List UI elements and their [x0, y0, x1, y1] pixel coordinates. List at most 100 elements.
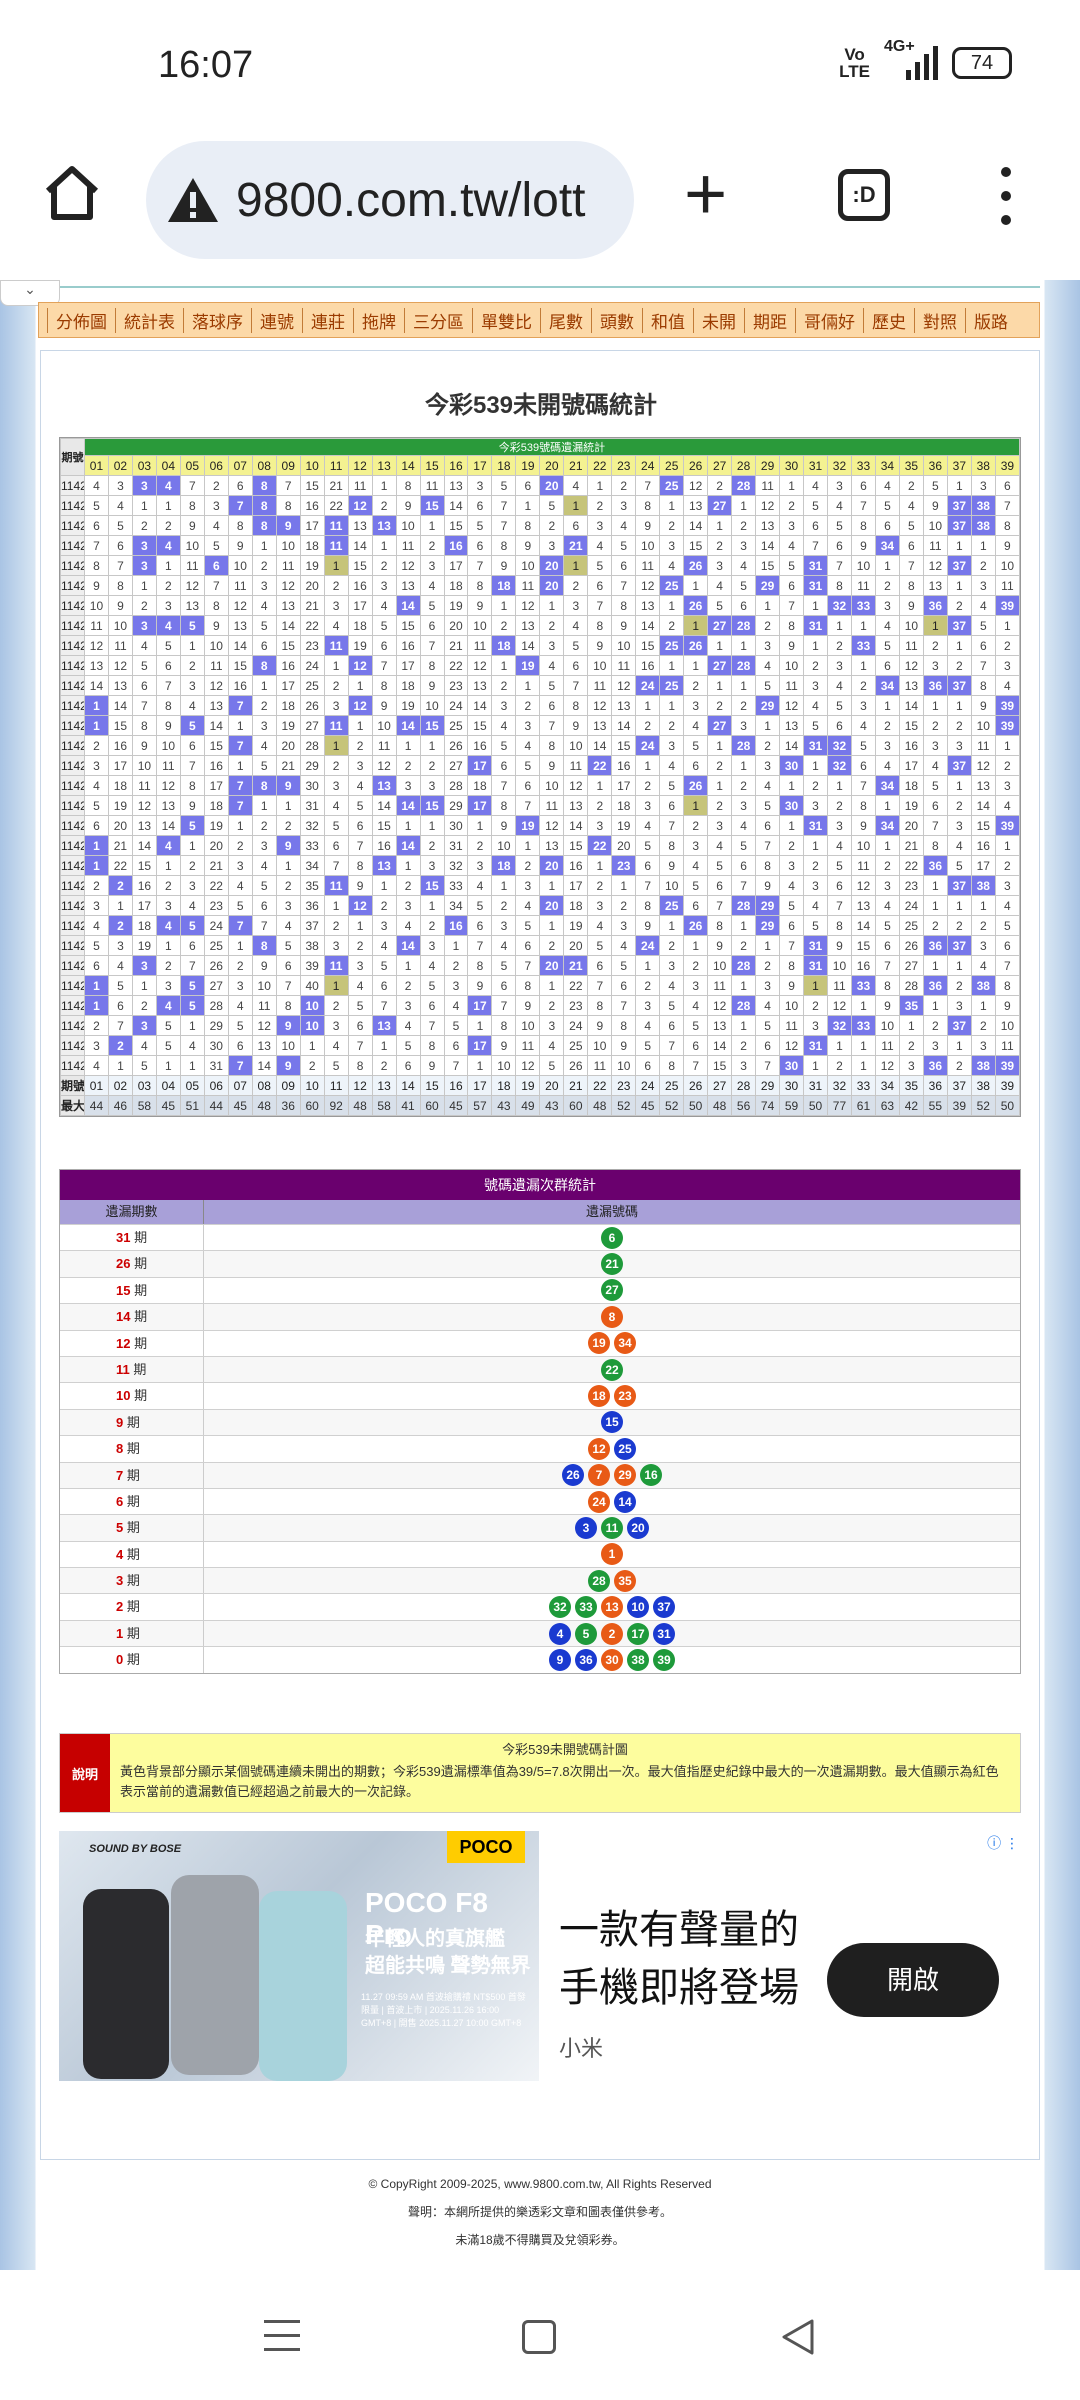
nav-item[interactable]: 頭數	[591, 307, 642, 333]
miss-cell: 1	[683, 615, 709, 636]
warning-icon[interactable]	[166, 175, 220, 225]
tab-switcher-button[interactable]: :D	[838, 169, 890, 221]
miss-cell: 13	[131, 815, 157, 836]
miss-cell: 25	[898, 915, 924, 936]
miss-cell: 15	[467, 715, 493, 736]
nav-item[interactable]: 期距	[744, 307, 795, 333]
miss-cell: 4	[659, 555, 685, 576]
new-tab-icon[interactable]: +	[684, 152, 728, 235]
miss-cell: 2	[395, 975, 421, 996]
miss-cell: 3	[755, 635, 781, 656]
home-nav-icon[interactable]	[522, 2320, 556, 2354]
miss-cell: 4	[323, 795, 349, 816]
miss-cell: 6	[683, 755, 709, 776]
column-number: 39	[994, 1075, 1021, 1096]
nav-item[interactable]: 統計表	[115, 307, 183, 333]
ad-image[interactable]: SOUND BY BOSE POCO POCO F8 Pro 年輕人的真旗艦 超能…	[59, 1831, 539, 2081]
period-cell: 114261	[60, 575, 85, 596]
nav-item[interactable]: 哥倆好	[795, 307, 863, 333]
nav-item[interactable]: 版路	[965, 307, 1016, 333]
miss-cell: 15	[898, 715, 924, 736]
column-number: 15	[419, 455, 445, 476]
back-icon[interactable]	[780, 2318, 816, 2356]
nav-item[interactable]: 對照	[914, 307, 965, 333]
miss-cell: 33	[850, 975, 876, 996]
miss-cell: 7	[227, 1055, 253, 1076]
table-row: 1142586522948891711131310115578263492141…	[60, 515, 1021, 536]
miss-cell: 6	[994, 935, 1021, 956]
miss-cell: 6	[827, 535, 852, 556]
miss-cell: 11	[635, 555, 661, 576]
miss-cell: 2	[659, 615, 685, 636]
miss-cell: 8	[707, 915, 733, 936]
miss-cell: 5	[587, 935, 613, 956]
miss-cell: 25	[659, 575, 685, 596]
miss-cell: 1	[155, 1055, 181, 1076]
miss-cell: 15	[419, 715, 445, 736]
advertisement[interactable]: SOUND BY BOSE POCO POCO F8 Pro 年輕人的真旗艦 超能…	[59, 1831, 1021, 2093]
nav-item[interactable]: 拖牌	[353, 307, 404, 333]
miss-cell: 8	[611, 595, 637, 616]
miss-cell: 3	[898, 1055, 924, 1076]
miss-cell: 9	[467, 595, 493, 616]
miss-cell: 25	[659, 675, 685, 696]
miss-cell: 11	[779, 1015, 805, 1036]
chevron-down-icon[interactable]: ⌄	[0, 280, 60, 306]
miss-cell: 2	[922, 715, 948, 736]
miss-cell: 14	[395, 595, 421, 616]
miss-cell: 8	[515, 975, 541, 996]
home-icon[interactable]	[40, 161, 104, 225]
miss-cell: 38	[970, 495, 996, 516]
miss-cell: 15	[395, 615, 421, 636]
miss-cell: 3	[419, 775, 445, 796]
miss-cell: 2	[611, 895, 637, 916]
miss-cell: 1	[83, 855, 109, 876]
nav-item[interactable]: 歷史	[863, 307, 914, 333]
miss-cell: 10	[83, 595, 109, 616]
ad-open-button[interactable]: 開啟	[827, 1943, 999, 2017]
nav-item[interactable]: 尾數	[540, 307, 591, 333]
nav-item[interactable]: 單雙比	[472, 307, 540, 333]
nav-item[interactable]: 落球序	[183, 307, 251, 333]
nav-item[interactable]: 連莊	[302, 307, 353, 333]
miss-cell: 1	[803, 835, 828, 856]
address-bar[interactable]: 9800.com.tw/lott	[146, 141, 634, 259]
miss-cell: 7	[347, 835, 373, 856]
more-menu-icon[interactable]	[1000, 167, 1012, 227]
recent-apps-icon[interactable]	[264, 2320, 300, 2356]
column-number: 11	[323, 1075, 349, 1096]
nav-item[interactable]: 分佈圖	[47, 307, 115, 333]
miss-cell: 2	[683, 675, 709, 696]
column-number: 13	[371, 1075, 397, 1096]
nav-item[interactable]: 和值	[642, 307, 693, 333]
ad-info-icon[interactable]: ⓘ ⋮	[987, 1835, 1019, 1851]
miss-cell: 9	[563, 715, 589, 736]
miss-cell: 5	[491, 735, 517, 756]
miss-cell: 7	[371, 655, 397, 676]
nav-item[interactable]: 連號	[251, 307, 302, 333]
column-number: 04	[155, 455, 181, 476]
miss-cell: 16	[347, 575, 373, 596]
miss-cell: 2	[683, 955, 709, 976]
number-ball: 10	[627, 1596, 649, 1619]
miss-cell: 8	[827, 575, 852, 596]
miss-cell: 17	[299, 515, 325, 536]
nav-item[interactable]: 三分區	[404, 307, 472, 333]
miss-cell: 2	[515, 855, 541, 876]
miss-cell: 5	[227, 1015, 253, 1036]
nav-item[interactable]: 未開	[693, 307, 744, 333]
miss-cell: 3	[419, 935, 445, 956]
miss-cell: 6	[731, 855, 757, 876]
miss-cell: 8	[251, 935, 277, 956]
miss-cell: 11	[323, 535, 349, 556]
miss-cell: 38	[299, 935, 325, 956]
miss-cell: 8	[994, 975, 1021, 996]
miss-cell: 2	[803, 775, 828, 796]
miss-cell: 6	[755, 1035, 781, 1056]
url-text[interactable]: 9800.com.tw/lott	[236, 173, 586, 227]
miss-cell: 29	[755, 895, 781, 916]
max-cell: 48	[587, 1095, 613, 1116]
miss-cell: 10	[203, 635, 229, 656]
miss-cell: 8	[827, 915, 852, 936]
miss-cell: 15	[970, 815, 996, 836]
